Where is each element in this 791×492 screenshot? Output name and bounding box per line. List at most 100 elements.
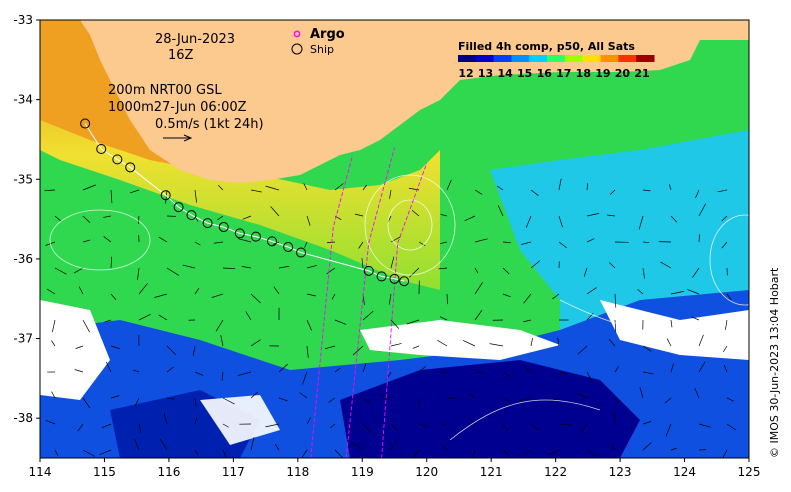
current-vector: [110, 256, 112, 269]
current-vector: [103, 215, 112, 218]
current-vector: [351, 442, 364, 451]
current-vector: [192, 345, 196, 356]
current-vector: [441, 445, 448, 451]
current-vector: [558, 215, 563, 228]
current-vector: [474, 371, 484, 374]
current-vector: [474, 238, 488, 243]
ship-marker: [283, 241, 294, 252]
ship-marker: [399, 276, 410, 287]
current-vector: [134, 397, 140, 407]
ship-marker: [250, 231, 261, 242]
colorbar-tick: 15: [517, 67, 532, 80]
current-vector: [110, 345, 120, 350]
x-tick-label: 118: [286, 465, 309, 479]
current-vector: [523, 319, 532, 323]
current-vector: [138, 423, 142, 434]
model-line2: 1000m27-Jun 06:00Z: [108, 100, 247, 115]
current-vector: [670, 363, 674, 373]
current-vector: [362, 310, 374, 321]
current-vector: [54, 215, 62, 222]
current-vector: [642, 267, 645, 279]
current-vector: [166, 267, 179, 276]
current-vector: [558, 241, 567, 249]
argo-track: [345, 147, 395, 458]
current-vector: [524, 449, 532, 455]
current-vector: [441, 423, 448, 426]
colorbar-swatch: [582, 55, 602, 62]
current-vector: [390, 319, 400, 329]
current-vector: [334, 367, 341, 373]
current-vector: [390, 256, 395, 269]
colorbar-tick: 13: [478, 67, 493, 80]
colorbar-tick: 14: [497, 67, 513, 80]
current-vector: [250, 339, 261, 347]
colorbar-tick: 21: [634, 67, 649, 80]
ship-marker: [363, 265, 374, 276]
current-vector: [586, 287, 597, 295]
colorbar-swatch: [493, 55, 512, 62]
cloud-gap-4: [200, 395, 280, 445]
ship-marker: [186, 210, 197, 221]
current-vector: [530, 423, 540, 431]
current-vector: [642, 345, 652, 352]
ship-marker: [218, 222, 229, 233]
ship-track: [80, 118, 410, 287]
colorbar-tick: 19: [595, 67, 610, 80]
ship-marker: [80, 118, 91, 129]
current-vector: [670, 291, 684, 295]
colorbar-swatch: [475, 55, 495, 62]
current-vector: [670, 447, 677, 451]
current-vector: [580, 423, 588, 434]
current-vector: [583, 267, 588, 277]
current-vector: [586, 183, 589, 191]
current-vector: [133, 369, 140, 373]
colorbar-swatch: [511, 55, 530, 62]
current-vector: [77, 423, 84, 432]
current-vector: [558, 178, 562, 191]
current-vector: [245, 311, 252, 321]
current-vector: [362, 397, 370, 403]
current-vector: [222, 397, 235, 405]
current-vector: [691, 316, 700, 321]
current-vector: [502, 449, 510, 456]
current-vector: [110, 293, 117, 301]
x-tick-label: 122: [544, 465, 567, 479]
current-vector: [637, 289, 644, 295]
current-vector: [222, 267, 236, 269]
current-vector: [666, 338, 672, 347]
current-vector: [137, 267, 140, 281]
current-vector: [44, 189, 56, 191]
current-vector: [409, 267, 420, 278]
current-vector: [334, 449, 344, 458]
current-vector: [306, 293, 316, 297]
argo-legend-marker: [293, 30, 301, 38]
current-vector: [670, 319, 673, 328]
current-vector: [306, 215, 311, 226]
current-vector: [586, 371, 594, 384]
current-vector: [474, 282, 483, 295]
scale-label: 0.5m/s (1kt 24h): [155, 117, 264, 132]
current-vector: [265, 423, 280, 428]
colorbar-swatch: [529, 55, 548, 62]
contour-lines: [49, 174, 749, 441]
current-vector: [611, 444, 616, 451]
current-vector: [642, 241, 650, 243]
y-tick-label: -33: [13, 13, 33, 27]
current-vector: [462, 340, 476, 347]
current-vector: [54, 449, 59, 456]
current-vector: [362, 184, 367, 191]
current-vector: [137, 215, 140, 224]
current-vector: [215, 319, 224, 332]
y-axis: -33 -34 -35 -36 -37 -38: [13, 13, 40, 425]
argo-tracks: [310, 147, 428, 458]
x-axis: 114 115 116 117 118 119 120 121 122 123 124 125: [29, 458, 760, 479]
current-vector: [413, 449, 420, 458]
ship-legend-marker: [291, 43, 303, 55]
current-vector: [358, 241, 364, 249]
current-vector: [695, 189, 700, 198]
current-vector: [472, 449, 476, 458]
y-tick-label: -37: [13, 332, 33, 346]
current-vector: [608, 338, 616, 347]
current-vector: [138, 313, 151, 321]
current-vector: [664, 397, 672, 404]
